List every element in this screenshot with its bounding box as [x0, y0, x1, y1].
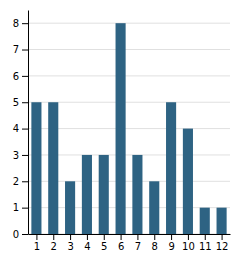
tick-label: 1 — [34, 241, 40, 252]
tick-mark — [22, 208, 28, 209]
tick: 8 — [152, 234, 158, 252]
tick-label: 5 — [13, 97, 19, 108]
tick-mark — [22, 155, 28, 156]
tick-mark — [205, 234, 206, 240]
bar — [48, 102, 58, 234]
tick: 7 — [13, 44, 28, 55]
chart: 123456789101112012345678 — [0, 0, 240, 258]
tick-label: 7 — [135, 241, 141, 252]
tick-mark — [22, 181, 28, 182]
tick: 0 — [13, 229, 28, 240]
tick-mark — [70, 234, 71, 240]
tick-mark — [104, 234, 105, 240]
bar — [200, 208, 210, 234]
bar — [217, 208, 227, 234]
axis-line — [28, 11, 29, 235]
tick: 11 — [199, 234, 212, 252]
tick: 3 — [67, 234, 73, 252]
tick: 9 — [168, 234, 174, 252]
axis-line — [29, 234, 231, 235]
tick-label: 9 — [168, 241, 174, 252]
tick-label: 1 — [13, 202, 19, 213]
tick: 1 — [13, 202, 28, 213]
tick: 10 — [182, 234, 195, 252]
tick-label: 3 — [13, 150, 19, 161]
x-axis: 123456789101112 — [29, 234, 231, 252]
tick-mark — [121, 234, 122, 240]
bar — [99, 155, 109, 234]
bar — [116, 23, 126, 234]
tick-mark — [22, 23, 28, 24]
tick: 4 — [13, 123, 28, 134]
tick-label: 7 — [13, 44, 19, 55]
tick-mark — [171, 234, 172, 240]
tick-mark — [36, 234, 37, 240]
tick-mark — [22, 102, 28, 103]
tick: 2 — [13, 176, 28, 187]
tick: 7 — [135, 234, 141, 252]
tick-label: 4 — [13, 123, 19, 134]
tick-label: 11 — [199, 241, 212, 252]
grid — [28, 23, 230, 234]
tick-mark — [188, 234, 189, 240]
bar — [149, 181, 159, 234]
tick-label: 4 — [84, 241, 90, 252]
tick-mark — [22, 234, 28, 235]
tick: 3 — [13, 150, 28, 161]
tick: 4 — [84, 234, 90, 252]
tick-label: 6 — [118, 241, 124, 252]
tick-label: 2 — [13, 176, 19, 187]
tick: 6 — [118, 234, 124, 252]
tick-mark — [22, 129, 28, 130]
tick: 12 — [216, 234, 229, 252]
y-axis: 0 1 2 3 4 5 6 7 8 — [13, 11, 29, 240]
plot: 123456789101112012345678 — [13, 11, 231, 253]
bar — [166, 102, 176, 234]
tick-mark — [137, 234, 138, 240]
tick-label: 6 — [13, 71, 19, 82]
tick-label: 2 — [51, 241, 57, 252]
tick-label: 8 — [13, 18, 19, 29]
grid-line — [28, 75, 230, 76]
bar — [183, 129, 193, 234]
tick-mark — [87, 234, 88, 240]
bar — [31, 102, 41, 234]
tick-mark — [22, 50, 28, 51]
tick-mark — [154, 234, 155, 240]
tick-label: 5 — [101, 241, 107, 252]
tick: 2 — [51, 234, 57, 252]
grid-line — [28, 49, 230, 50]
bar — [132, 155, 142, 234]
tick: 5 — [13, 97, 28, 108]
tick: 1 — [34, 234, 40, 252]
tick-mark — [222, 234, 223, 240]
tick-mark — [22, 76, 28, 77]
tick-mark — [53, 234, 54, 240]
bar — [65, 181, 75, 234]
tick-label: 8 — [152, 241, 158, 252]
grid-line — [28, 23, 230, 24]
bars — [31, 23, 226, 234]
bar — [82, 155, 92, 234]
tick: 8 — [13, 18, 28, 29]
tick: 6 — [13, 71, 28, 82]
tick-label: 10 — [182, 241, 195, 252]
tick: 5 — [101, 234, 107, 252]
tick-label: 0 — [13, 229, 19, 240]
tick-label: 12 — [216, 241, 229, 252]
tick-label: 3 — [67, 241, 73, 252]
